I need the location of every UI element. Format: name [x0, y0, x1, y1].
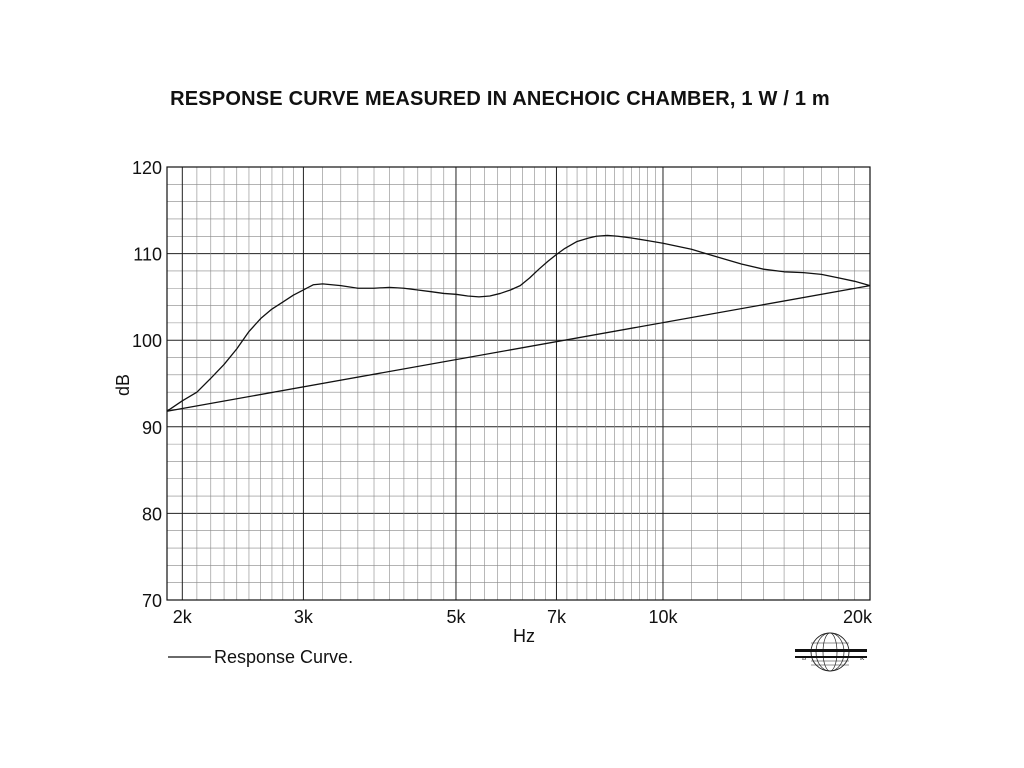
globe-logo-icon: B K	[795, 632, 867, 672]
y-axis-label: dB	[113, 374, 133, 396]
chart-title: RESPONSE CURVE MEASURED IN ANECHOIC CHAM…	[170, 88, 830, 110]
series-line-reference	[166, 285, 871, 412]
y-tick-label: 90	[142, 418, 162, 438]
x-axis-label: Hz	[513, 626, 535, 646]
x-tick-label: 5k	[446, 607, 466, 627]
svg-text:K: K	[860, 656, 865, 662]
series-line-response-curve	[166, 234, 871, 412]
y-axis-ticks: 70 80 90 100 110 120	[132, 158, 162, 611]
y-tick-label: 70	[142, 591, 162, 611]
x-axis-ticks: 2k 3k 5k 7k 10k 20k	[173, 607, 873, 627]
y-tick-label: 110	[133, 245, 162, 265]
y-tick-label: 100	[132, 331, 162, 351]
series-layer	[166, 234, 871, 412]
legend-label: Response Curve.	[214, 647, 353, 667]
x-tick-label: 2k	[173, 607, 193, 627]
x-tick-label: 7k	[547, 607, 567, 627]
plot-frame	[166, 166, 871, 601]
grid	[167, 166, 871, 601]
y-tick-label: 120	[132, 158, 162, 178]
svg-text:B: B	[802, 656, 806, 662]
x-tick-label: 20k	[843, 607, 873, 627]
x-tick-label: 3k	[294, 607, 314, 627]
legend: Response Curve.	[168, 647, 353, 667]
x-tick-label: 10k	[648, 607, 678, 627]
y-tick-label: 80	[142, 504, 162, 524]
